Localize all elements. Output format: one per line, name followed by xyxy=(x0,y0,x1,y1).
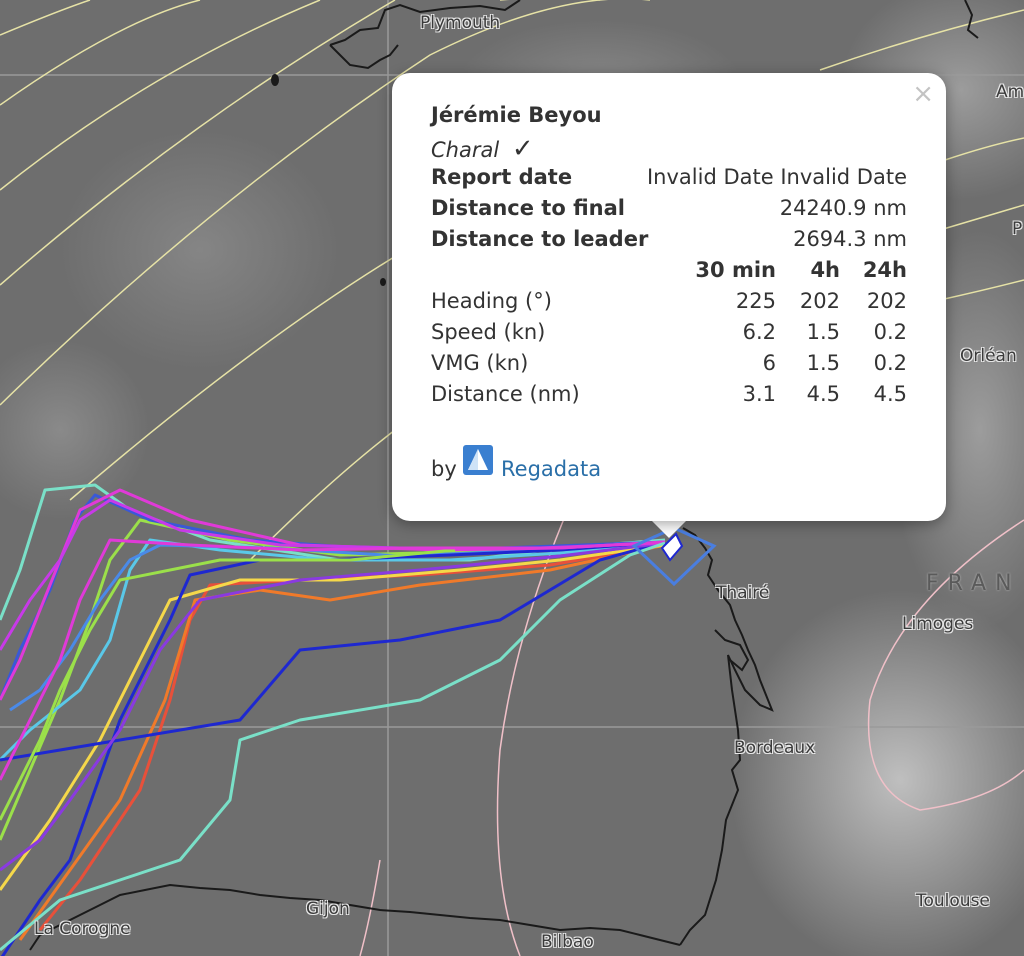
table-header-24h: 24h xyxy=(862,258,907,282)
speed-30min: 6.2 xyxy=(742,320,776,344)
city-label-limoges: Limoges xyxy=(902,614,974,634)
country-label-france: FRAN xyxy=(926,571,1021,596)
regadata-logo-icon[interactable] xyxy=(463,445,493,475)
table-header-4h: 4h xyxy=(810,258,840,282)
popup-pointer xyxy=(651,520,687,538)
heading-label: Heading (°) xyxy=(431,289,552,313)
boat-info-popup: × Jérémie Beyou Charal ✓ Report date Inv… xyxy=(392,73,946,521)
islands xyxy=(271,74,386,286)
distance-4h: 4.5 xyxy=(806,382,840,406)
speed-label: Speed (kn) xyxy=(431,320,546,344)
coastlines xyxy=(29,0,979,951)
report-date-label: Report date xyxy=(431,165,573,189)
boat-position-marker[interactable] xyxy=(631,526,717,587)
city-label-la-corogne: La Corogne xyxy=(34,919,131,939)
city-label-orleans: Orléan xyxy=(960,346,1017,366)
heading-4h: 202 xyxy=(799,289,840,313)
vmg-label: VMG (kn) xyxy=(431,351,529,375)
speed-24h: 0.2 xyxy=(873,320,907,344)
city-label-plymouth: Plymouth xyxy=(420,13,501,33)
by-label: by xyxy=(431,457,457,481)
distance-30min: 3.1 xyxy=(742,382,776,406)
pink-isolines xyxy=(359,439,1024,956)
city-label-bordeaux: Bordeaux xyxy=(734,738,816,758)
table-header-30min: 30 min xyxy=(695,258,776,282)
close-button[interactable]: × xyxy=(912,79,934,109)
distance-to-final-value: 24240.9 nm xyxy=(779,196,907,220)
city-label-toulouse: Toulouse xyxy=(916,891,990,911)
city-label-gijon: Gijon xyxy=(306,899,350,919)
heading-30min: 225 xyxy=(735,289,776,313)
distance-to-leader-label: Distance to leader xyxy=(431,227,649,251)
vmg-30min: 6 xyxy=(762,351,776,375)
speed-4h: 1.5 xyxy=(806,320,840,344)
distance-label: Distance (nm) xyxy=(431,382,580,406)
skipper-name: Jérémie Beyou xyxy=(431,103,602,127)
report-date-value: Invalid Date Invalid Date xyxy=(646,165,907,189)
vmg-4h: 1.5 xyxy=(806,351,840,375)
verified-check-icon: ✓ xyxy=(511,134,534,164)
distance-to-leader-value: 2694.3 nm xyxy=(793,227,907,251)
regadata-link[interactable]: Regadata xyxy=(501,457,602,481)
city-label-paris: P xyxy=(1012,219,1023,239)
city-label-amiens: Am xyxy=(996,82,1024,102)
distance-24h: 4.5 xyxy=(873,382,907,406)
boat-name: Charal xyxy=(431,138,500,162)
heading-24h: 202 xyxy=(866,289,907,313)
race-tracks xyxy=(0,483,666,956)
city-label-bilbao: Bilbao xyxy=(541,932,594,952)
distance-to-final-label: Distance to final xyxy=(431,196,625,220)
vmg-24h: 0.2 xyxy=(873,351,907,375)
boat-name-row: Charal ✓ xyxy=(431,134,534,164)
city-label-thaire: Thairé xyxy=(716,583,770,603)
